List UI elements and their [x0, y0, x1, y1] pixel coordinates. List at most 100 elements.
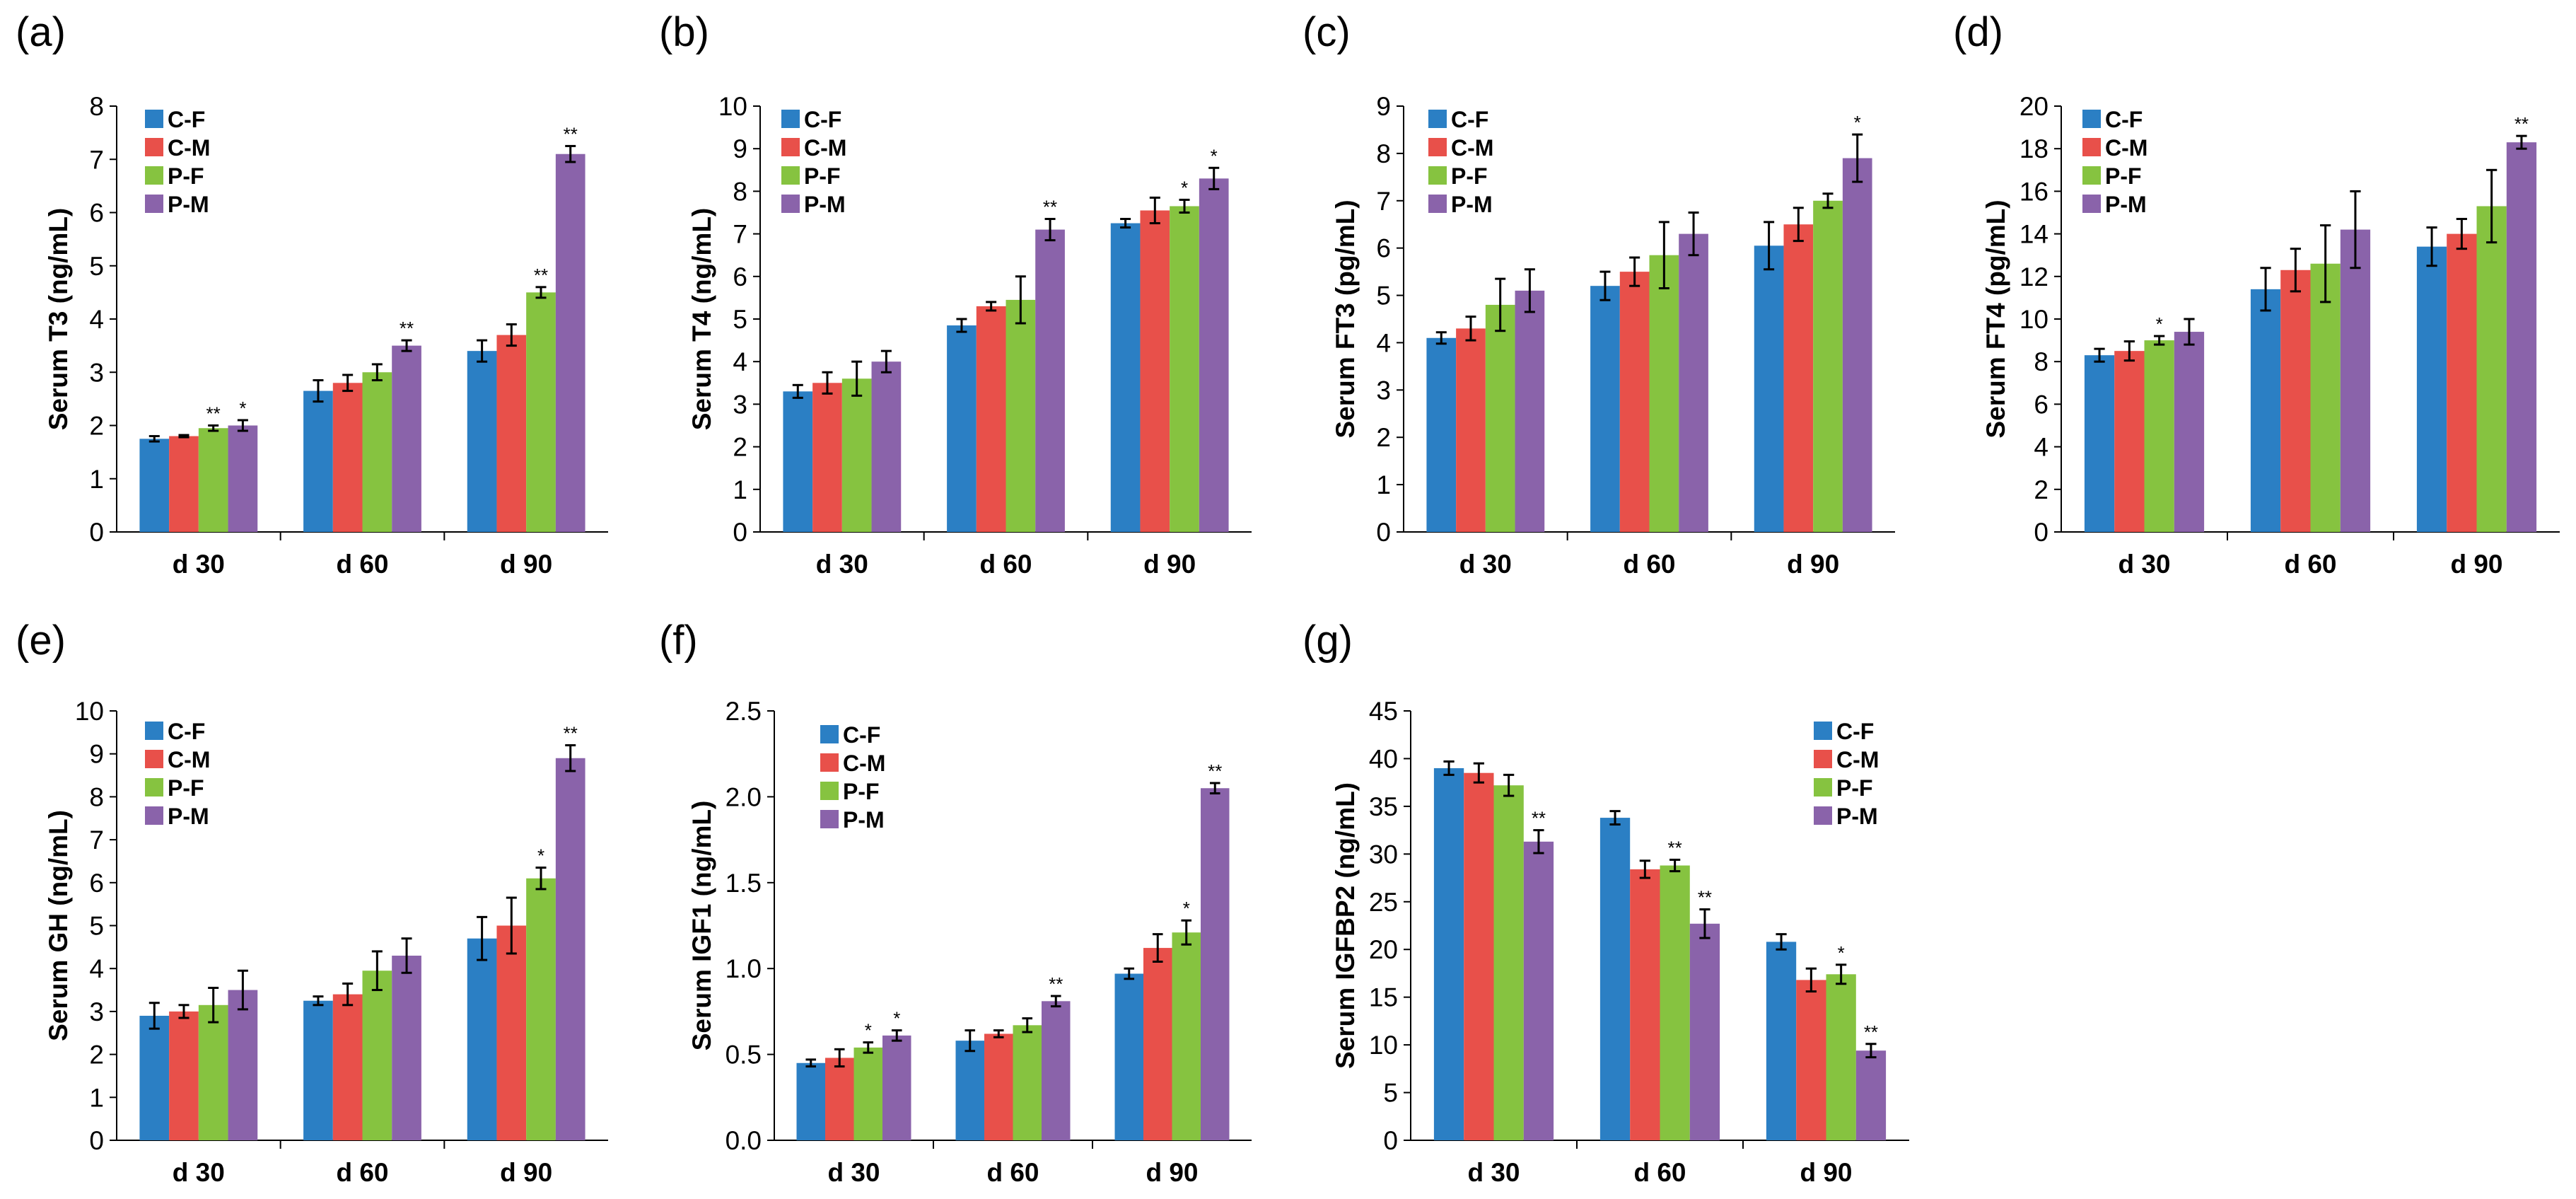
error-bar: [1658, 221, 1669, 290]
error-bar: [1124, 967, 1135, 980]
significance-marker: *: [1183, 898, 1190, 919]
y-tick-label: 3: [1376, 376, 1391, 405]
error-bar: [986, 301, 997, 312]
x-category-label: d 30: [2118, 550, 2170, 579]
y-axis-title: Serum GH (ng/mL): [44, 810, 73, 1041]
y-tick-label: 10: [718, 92, 747, 121]
error-bar: [2094, 347, 2105, 363]
y-tick-label: 20: [1369, 935, 1398, 964]
y-tick-label: 0: [1383, 1126, 1398, 1155]
significance-marker: *: [1854, 112, 1861, 133]
bar-c-m: [496, 925, 527, 1140]
y-tick-label: 6: [89, 199, 104, 228]
legend-swatch: [1814, 722, 1832, 740]
bar-c-f: [467, 351, 497, 532]
legend-label: P-M: [804, 192, 846, 217]
legend-label: C-F: [168, 107, 205, 132]
legend-swatch: [820, 725, 839, 743]
y-tick-label: 4: [1376, 328, 1391, 357]
legend-swatch: [145, 138, 163, 156]
bar-c-m: [1630, 869, 1660, 1140]
error-bar: [805, 1058, 817, 1068]
error-bar: [1822, 192, 1834, 209]
y-tick-label: 0: [2034, 518, 2048, 547]
legend-label: C-F: [1836, 719, 1874, 744]
x-category-label: d 30: [1459, 550, 1512, 579]
error-bar: [208, 424, 219, 432]
significance-marker: **: [206, 403, 221, 424]
bar-c-f: [139, 1015, 170, 1140]
legend-label: C-F: [2105, 107, 2143, 132]
bar-p-m: [1035, 229, 1065, 532]
error-bar: [401, 937, 412, 974]
bar-p-m: [2340, 229, 2371, 532]
bar-c-f: [1590, 286, 1620, 532]
bar-c-m: [332, 994, 363, 1140]
legend-swatch: [820, 782, 839, 800]
y-tick-label: 9: [1376, 92, 1391, 121]
bar-p-m: [2174, 332, 2205, 532]
legend-swatch: [2082, 166, 2101, 185]
significance-marker: *: [893, 1008, 900, 1029]
bar-p-m: [1201, 788, 1230, 1140]
error-bar: [1609, 810, 1621, 826]
legend-swatch: [2082, 110, 2101, 128]
y-tick-label: 2: [2034, 475, 2048, 504]
y-tick-label: 0: [89, 1126, 104, 1155]
y-tick-label: 7: [1376, 187, 1391, 216]
error-bar: [956, 318, 967, 333]
y-tick-label: 3: [733, 390, 747, 419]
bar-p-f: [1813, 200, 1843, 532]
bar-p-m: [2506, 142, 2537, 533]
error-bar: [1764, 221, 1775, 271]
error-bar: [1022, 1017, 1033, 1033]
bar-c-m: [984, 1033, 1013, 1140]
x-category-label: d 60: [986, 1158, 1039, 1187]
chart-panel-e: (e) Serum GH (ng/mL) 0 1 2 3 4 5 6 7 8 9 10 d 30 d 60 d…: [16, 618, 608, 1187]
legend-label: C-F: [1451, 107, 1488, 132]
legend-swatch: [145, 110, 163, 128]
bar-c-m: [169, 436, 199, 532]
bar-p-m: [882, 1035, 911, 1140]
error-bar: [2426, 226, 2437, 267]
bar-p-f: [2476, 206, 2507, 532]
legend: C-F C-M P-F P-M: [145, 719, 210, 829]
legend-swatch: [781, 166, 800, 185]
legend-swatch: [145, 806, 163, 825]
chart-panel-d: (d) Serum FT4 (pg/mL) 0 2 4 6 8 10 12 14 16 18 20 d 3…: [1953, 9, 2560, 579]
panel-label: (f): [659, 618, 698, 664]
bar-p-f: [1493, 785, 1524, 1140]
y-tick-label: 40: [1369, 744, 1398, 773]
x-category-label: d 60: [2284, 550, 2336, 579]
y-tick-label: 15: [1369, 983, 1398, 1012]
legend-swatch: [145, 778, 163, 797]
legend-swatch: [145, 750, 163, 768]
legend-label: P-M: [1451, 192, 1493, 217]
legend-swatch: [781, 110, 800, 128]
y-tick-label: 1.5: [725, 869, 762, 898]
y-tick-label: 5: [1376, 282, 1391, 311]
error-bar: [993, 1029, 1004, 1038]
y-tick-label: 1.0: [725, 954, 762, 983]
bar-c-f: [303, 390, 333, 532]
error-bar: [1473, 762, 1484, 784]
error-bar: [313, 995, 324, 1007]
bar-c-f: [1114, 973, 1143, 1140]
error-bar: [1639, 859, 1650, 879]
y-tick-label: 4: [89, 305, 104, 334]
legend-label: C-M: [2105, 135, 2147, 161]
error-bar: [237, 969, 248, 1011]
significance-marker: **: [1043, 197, 1057, 218]
y-axis-title: Serum T4 (ng/mL): [687, 208, 716, 431]
error-bar: [1669, 858, 1681, 873]
y-tick-label: 8: [2034, 347, 2048, 376]
significance-marker: *: [1838, 942, 1845, 963]
bar-c-m: [1619, 272, 1650, 532]
error-bar: [2184, 318, 2195, 346]
legend-label: P-F: [2105, 163, 2142, 189]
error-bar: [2123, 340, 2135, 362]
legend-label: P-F: [804, 163, 841, 189]
legend-swatch: [145, 166, 163, 185]
y-axis-title: Serum FT4 (pg/mL): [1981, 199, 2010, 438]
